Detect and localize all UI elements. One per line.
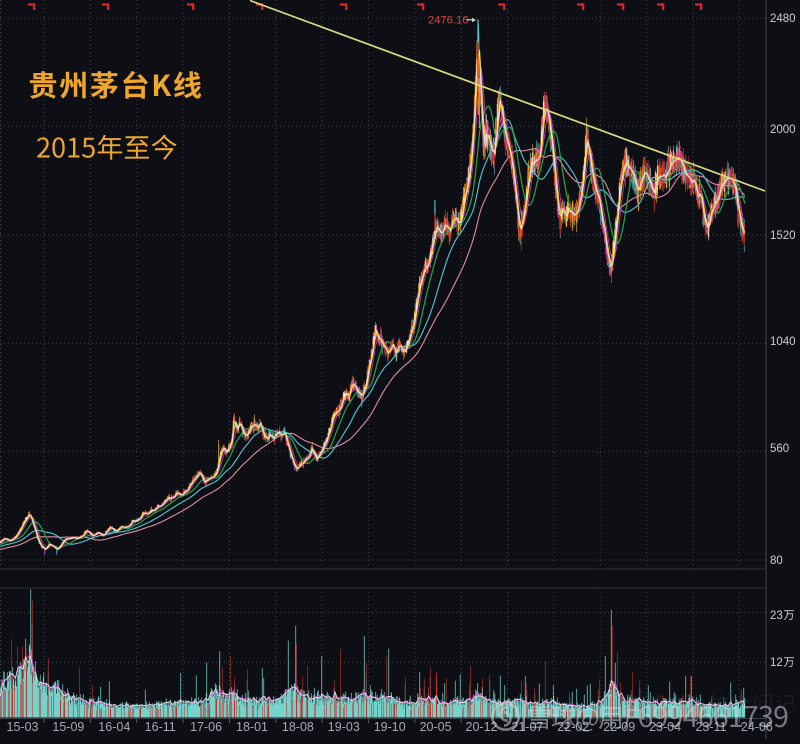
svg-text:1520: 1520 (770, 230, 796, 242)
svg-text:20-12: 20-12 (466, 720, 498, 734)
svg-text:19-03: 19-03 (328, 720, 360, 734)
svg-text:18-01: 18-01 (236, 720, 268, 734)
svg-text:12: 12 (770, 657, 783, 669)
svg-text:22-02: 22-02 (557, 720, 589, 734)
svg-text:20-05: 20-05 (420, 720, 452, 734)
svg-text:23-04: 23-04 (649, 720, 681, 734)
svg-text:23: 23 (770, 610, 783, 622)
svg-text:23-11: 23-11 (695, 720, 726, 734)
svg-text:17-06: 17-06 (190, 720, 222, 734)
svg-text:15-09: 15-09 (52, 720, 84, 734)
svg-text:18-08: 18-08 (282, 720, 314, 734)
svg-text:16-11: 16-11 (145, 720, 176, 734)
svg-text:16-04: 16-04 (98, 720, 130, 734)
svg-text:2000: 2000 (770, 124, 796, 136)
svg-text:15-03: 15-03 (7, 720, 39, 734)
svg-text:24-06: 24-06 (741, 720, 773, 734)
svg-text:19-10: 19-10 (374, 720, 406, 734)
svg-text:560: 560 (770, 443, 789, 455)
svg-text:80: 80 (770, 555, 783, 567)
svg-text:2480: 2480 (770, 13, 796, 25)
svg-text:2476.16: 2476.16 (428, 15, 468, 27)
svg-text:1040: 1040 (770, 336, 796, 348)
